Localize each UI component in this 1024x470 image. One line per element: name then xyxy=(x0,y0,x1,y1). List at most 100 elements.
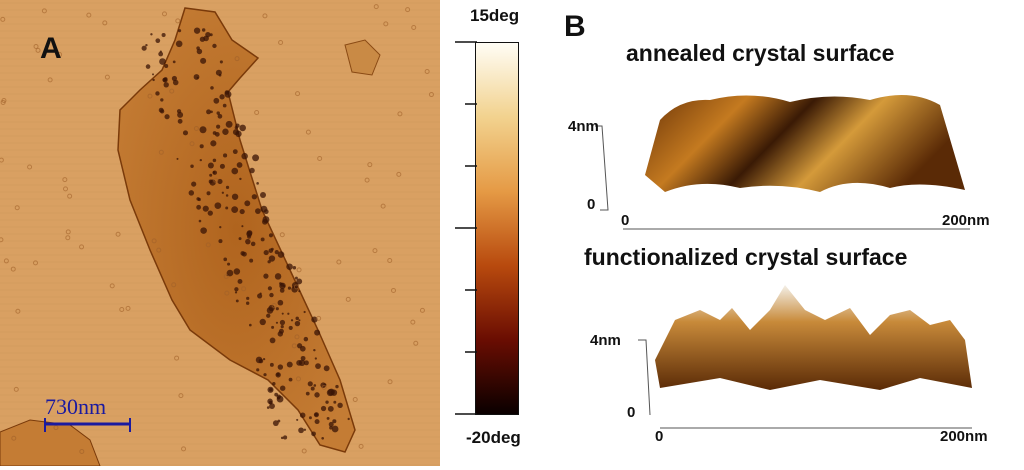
surface-pit xyxy=(181,446,187,452)
scale-bar: 730nm xyxy=(44,394,131,432)
dark-domain-spot xyxy=(199,158,202,162)
dark-domain-spot xyxy=(314,419,320,425)
bottom-surface-title: functionalized crystal surface xyxy=(584,244,908,270)
dark-domain-spot xyxy=(232,149,238,155)
dark-domain-spot xyxy=(158,51,164,57)
dark-domain-spot xyxy=(277,299,284,306)
surface-pit xyxy=(262,13,268,19)
bottom-z-label: 4nm xyxy=(590,332,621,349)
dark-domain-spot xyxy=(250,241,256,247)
surface-pit xyxy=(1,98,7,104)
dark-domain-spot xyxy=(276,394,281,399)
dark-domain-spot xyxy=(267,398,273,404)
surface-pit xyxy=(387,258,393,264)
dark-domain-spot xyxy=(205,31,211,38)
dark-domain-spot xyxy=(331,425,339,433)
dark-domain-spot xyxy=(178,29,182,33)
dark-domain-spot xyxy=(269,387,273,392)
crystal-flake xyxy=(117,7,356,453)
dark-domain-spot xyxy=(175,40,183,48)
dark-domain-spot xyxy=(310,386,315,391)
dark-domain-spot xyxy=(256,368,260,372)
dark-domain-spot xyxy=(212,158,217,163)
dark-domain-spot xyxy=(239,208,245,215)
surface-pit xyxy=(104,74,110,80)
dark-domain-spot xyxy=(249,258,254,263)
dark-domain-spot xyxy=(207,162,214,169)
dark-domain-spot xyxy=(314,329,321,336)
dark-domain-spot xyxy=(151,73,155,76)
dark-domain-spot xyxy=(231,167,239,175)
surface-pit xyxy=(428,92,434,98)
dark-domain-spot xyxy=(326,416,330,420)
surface-pit xyxy=(294,334,300,340)
dark-domain-spot xyxy=(219,60,223,64)
dark-domain-spot xyxy=(333,400,337,404)
dark-domain-spot xyxy=(163,82,169,88)
dark-domain-spot xyxy=(270,247,274,251)
colorbar xyxy=(475,42,519,415)
surface-pit xyxy=(305,129,311,135)
dark-domain-spot xyxy=(296,278,303,285)
dark-domain-spot xyxy=(287,312,290,315)
surface-pit xyxy=(410,319,416,325)
top-x-start: 0 xyxy=(621,212,630,229)
dark-domain-spot xyxy=(262,357,266,361)
surface-pit xyxy=(234,56,240,62)
surface-pit xyxy=(86,12,92,18)
surface-pit xyxy=(151,238,157,244)
dark-domain-spot xyxy=(269,337,276,344)
dark-domain-spot xyxy=(294,320,301,327)
dark-domain-spot xyxy=(325,400,329,404)
dark-domain-spot xyxy=(314,392,320,398)
dark-domain-spot xyxy=(298,427,304,434)
dark-domain-spot xyxy=(327,405,334,412)
dark-domain-spot xyxy=(245,238,251,245)
surface-pit xyxy=(171,282,177,288)
dark-domain-spot xyxy=(246,296,250,300)
dark-domain-spot xyxy=(269,403,275,409)
dark-domain-spot xyxy=(227,262,231,266)
dark-domain-spot xyxy=(251,194,258,200)
surface-pit xyxy=(390,287,396,293)
dark-domain-spot xyxy=(268,233,274,238)
surface-pit xyxy=(115,231,121,237)
dark-domain-spot xyxy=(234,126,238,130)
surface-pit xyxy=(33,43,39,49)
surface-pit xyxy=(367,162,373,168)
scale-bar-label: 730nm xyxy=(45,394,106,419)
dark-domain-spot xyxy=(234,287,239,292)
surface-pit xyxy=(223,273,229,279)
top-z-zero: 0 xyxy=(587,196,596,213)
dark-domain-spot xyxy=(217,178,223,185)
surface-mesh xyxy=(655,285,972,390)
dark-domain-spot xyxy=(277,419,281,423)
surface-pit xyxy=(397,111,403,117)
dark-domain-spot xyxy=(256,182,259,185)
dark-domain-spot xyxy=(239,124,246,132)
dark-domain-spot xyxy=(215,69,222,76)
dark-domain-spot xyxy=(303,360,309,366)
surface-pit xyxy=(178,393,184,399)
surface-pit xyxy=(291,343,297,349)
dark-domain-spot xyxy=(218,239,223,244)
dark-domain-spot xyxy=(241,225,244,228)
dark-domain-spot xyxy=(252,154,260,162)
surface-pit xyxy=(345,296,351,302)
bottom-z-zero: 0 xyxy=(627,404,636,421)
surface-pit xyxy=(279,232,285,238)
dark-domain-spot xyxy=(231,206,239,213)
surface-pit xyxy=(383,21,389,27)
dark-domain-spot xyxy=(235,130,242,138)
dark-domain-spot xyxy=(247,234,252,239)
dark-domain-spot xyxy=(225,194,229,197)
surface-pit xyxy=(10,266,16,272)
dark-domain-spot xyxy=(337,402,343,409)
dark-domain-spot xyxy=(283,285,286,288)
surface-pit xyxy=(380,203,386,209)
dark-domain-spot xyxy=(313,384,317,387)
top-surface-title: annealed crystal surface xyxy=(626,40,895,66)
dark-domain-spot xyxy=(272,382,276,386)
surface-pit xyxy=(293,284,299,290)
dark-domain-spot xyxy=(260,237,265,242)
